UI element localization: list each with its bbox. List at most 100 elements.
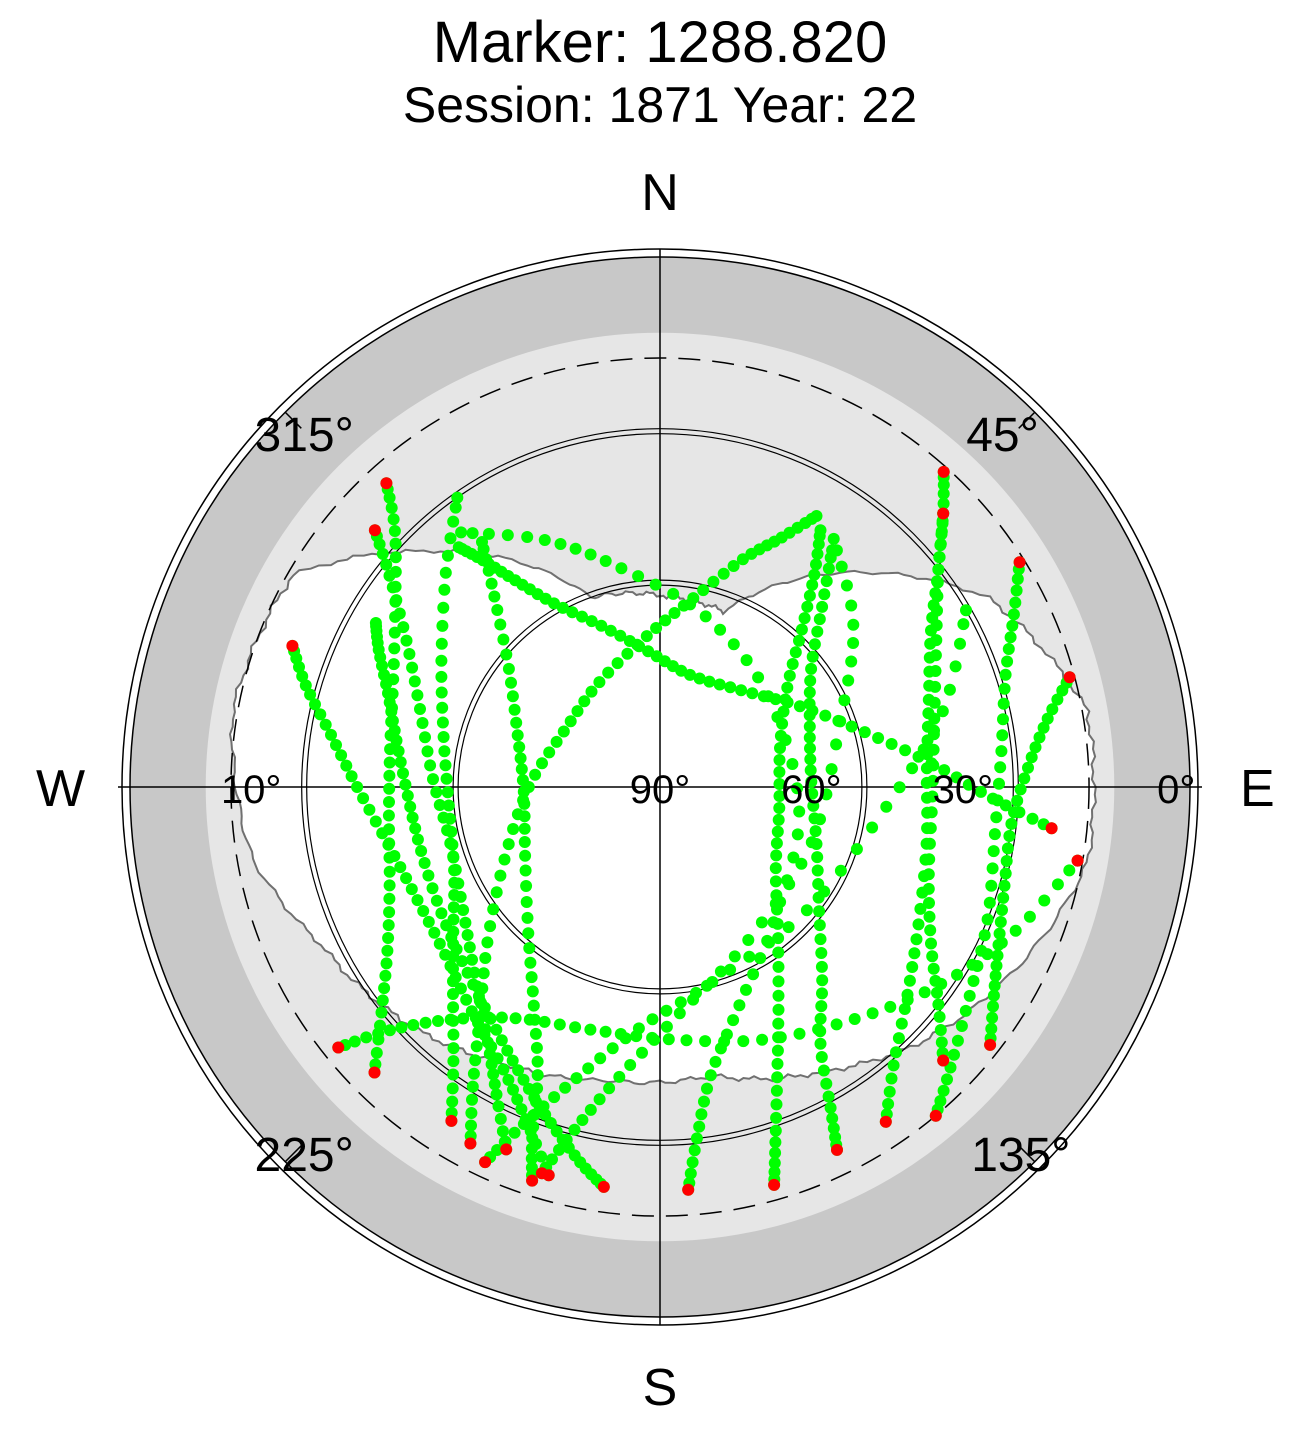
track-point [522, 781, 535, 793]
track-point [935, 528, 948, 541]
track-point [928, 712, 941, 725]
track-point [536, 757, 548, 770]
track-point [569, 1021, 582, 1034]
track-point [383, 865, 396, 878]
track-point [967, 975, 980, 987]
track-point [1033, 731, 1046, 744]
track-point [923, 910, 936, 923]
track-point [401, 789, 414, 802]
track-point [714, 965, 727, 978]
track-point [929, 649, 942, 662]
track-point [500, 648, 513, 661]
track-point [397, 767, 409, 780]
track-point [727, 638, 740, 651]
azimuth-tick [1018, 411, 1036, 429]
track-point [789, 646, 802, 659]
track-point [439, 759, 452, 772]
low-elevation-point [464, 1137, 477, 1150]
track-point [376, 994, 389, 1007]
track-point [383, 756, 396, 769]
track-point [1018, 772, 1031, 785]
low-elevation-point [929, 1109, 942, 1122]
track-point [406, 661, 419, 674]
track-point [544, 1117, 557, 1129]
track-point [447, 1055, 460, 1068]
track-point [502, 1073, 515, 1086]
track-point [521, 531, 534, 543]
low-elevation-point [937, 507, 950, 520]
track-point [686, 1156, 699, 1169]
track-point [1002, 643, 1015, 655]
track-point [659, 614, 672, 627]
track-point [382, 932, 395, 944]
track-point [769, 1124, 782, 1137]
track-point [990, 959, 1003, 972]
track-point [793, 805, 806, 818]
track-point [806, 787, 819, 800]
track-point [779, 734, 792, 746]
track-point [531, 1055, 544, 1068]
low-elevation-point [368, 1066, 381, 1079]
track-point [389, 537, 402, 550]
track-point [985, 1022, 998, 1035]
track-point [830, 738, 843, 751]
track-point [435, 907, 448, 920]
track-point [394, 756, 407, 769]
track-point [816, 987, 828, 1000]
track-point [807, 799, 820, 812]
track-point [430, 894, 443, 907]
track-point [811, 851, 824, 864]
track-point [498, 853, 511, 866]
track-point [468, 966, 481, 979]
low-elevation-point [286, 639, 299, 652]
track-point [934, 539, 947, 552]
track-point [476, 982, 489, 995]
track-point [465, 1107, 478, 1119]
track-point [927, 759, 940, 772]
track-point [472, 1026, 485, 1039]
track-point [987, 1000, 999, 1013]
track-point [383, 906, 396, 919]
track-point [435, 686, 448, 699]
track-point [599, 1025, 612, 1038]
track-point [793, 634, 805, 647]
track-point [901, 993, 914, 1006]
track-point [926, 790, 939, 803]
track-point [927, 962, 940, 975]
track-point [814, 813, 826, 826]
track-point [845, 720, 858, 733]
track-point [506, 690, 519, 703]
track-point [488, 1078, 501, 1091]
track-point [435, 654, 448, 667]
track-point [442, 799, 455, 812]
track-point [436, 716, 449, 729]
track-point [487, 1068, 500, 1081]
track-point [433, 937, 446, 950]
low-elevation-point [445, 1114, 458, 1127]
track-point [497, 1063, 510, 1076]
track-point [949, 660, 962, 673]
track-point [995, 745, 1008, 758]
track-point [782, 921, 795, 934]
track-point [568, 1123, 581, 1136]
track-point [524, 956, 537, 969]
track-point [727, 560, 740, 572]
track-point [495, 1034, 508, 1047]
track-point [660, 1020, 673, 1033]
track-point [772, 946, 785, 959]
track-point [382, 809, 395, 822]
track-point [520, 880, 533, 892]
track-point [988, 828, 1001, 841]
track-point [389, 580, 402, 593]
low-elevation-point [831, 1143, 843, 1156]
track-point [535, 1150, 548, 1163]
track-point [479, 952, 492, 964]
track-point [986, 1011, 999, 1024]
track-point [632, 570, 645, 583]
track-point [932, 563, 945, 576]
track-point [380, 957, 393, 970]
track-point [882, 1098, 895, 1110]
track-point [649, 578, 662, 591]
track-point [466, 953, 478, 966]
